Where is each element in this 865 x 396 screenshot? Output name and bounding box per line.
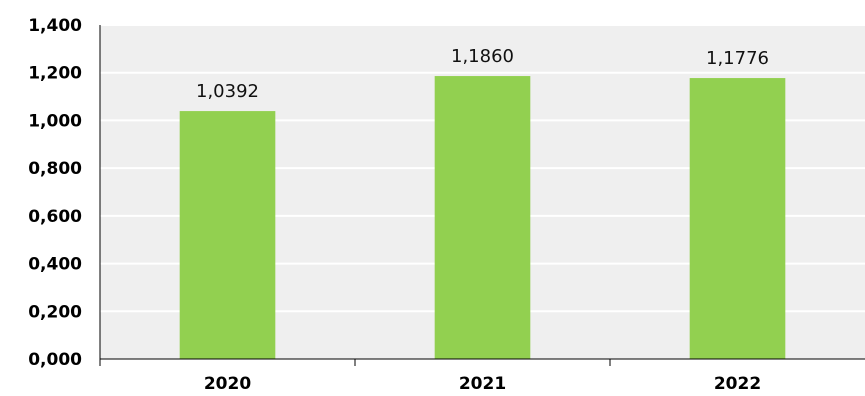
x-tick-label-2021: 2021	[459, 374, 506, 394]
x-tick-label-2020: 2020	[204, 374, 251, 394]
y-axis-ticks: 0,000 0,200 0,400 0,600 0,800 1,000 1,200 1,400	[28, 16, 82, 370]
x-tick-label-2022: 2022	[714, 374, 761, 394]
y-tick-label: 1,400	[28, 16, 82, 36]
y-tick-label: 1,000	[28, 111, 82, 131]
y-tick-label: 0,000	[28, 350, 82, 370]
data-label-2020: 1,0392	[196, 81, 259, 102]
data-labels: 1,0392 1,1860 1,1776	[196, 46, 769, 102]
y-tick-label: 0,600	[28, 207, 82, 227]
bar-2021	[434, 76, 531, 359]
data-label-2022: 1,1776	[706, 48, 769, 69]
bars	[179, 76, 786, 359]
data-label-2021: 1,1860	[451, 46, 514, 67]
x-axis-ticks: 2020 2021 2022	[99, 359, 761, 394]
bar-2022	[689, 78, 786, 359]
y-tick-label: 1,200	[28, 64, 82, 84]
y-tick-label: 0,200	[28, 302, 82, 322]
axes	[99, 25, 865, 360]
y-tick-label: 0,400	[28, 255, 82, 275]
y-tick-label: 0,800	[28, 159, 82, 179]
bar-2020	[179, 111, 276, 359]
